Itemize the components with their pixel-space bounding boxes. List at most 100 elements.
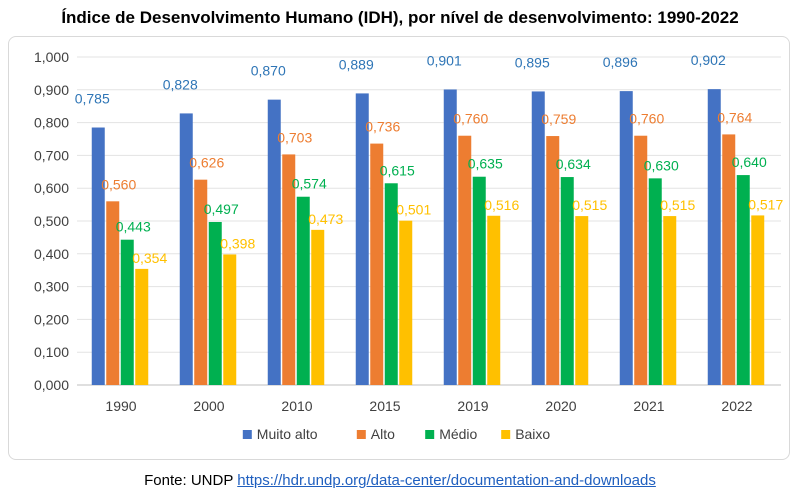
x-tick-label: 2015 [369, 398, 400, 414]
bar [707, 89, 721, 386]
data-label: 0,828 [163, 76, 198, 92]
data-label: 0,443 [116, 219, 151, 235]
data-label: 0,630 [644, 157, 679, 173]
data-label: 0,895 [515, 54, 550, 70]
data-label: 0,615 [380, 162, 415, 178]
y-tick-label: 0,900 [34, 82, 69, 98]
data-labels: 0,785 0,560 0,443 0,354 0,828 0,626 0,497 0,398… [75, 52, 784, 266]
chart-area: 0,000 0,100 0,200 0,300 0,400 0,500 0,600 0,700… [8, 36, 790, 460]
y-tick-label: 0,100 [34, 344, 69, 360]
legend-swatch [356, 430, 366, 439]
legend: Muito alto Alto Médio Baixo [242, 426, 550, 442]
data-label: 0,626 [189, 155, 224, 171]
bar [487, 215, 501, 385]
legend-swatch [425, 430, 435, 439]
data-label: 0,473 [308, 211, 343, 227]
y-tick-label: 1,000 [34, 49, 69, 65]
data-label: 0,560 [101, 176, 136, 192]
chart-title: Índice de Desenvolvimento Humano (IDH), … [61, 8, 739, 27]
bar [120, 239, 134, 385]
bar [355, 93, 369, 385]
data-label: 0,515 [572, 197, 607, 213]
y-tick-label: 0,300 [34, 279, 69, 295]
bar [135, 268, 149, 385]
data-label: 0,703 [277, 129, 312, 145]
data-label: 0,901 [427, 52, 462, 68]
bar [179, 113, 193, 385]
x-tick-label: 2019 [457, 398, 488, 414]
bar [663, 216, 677, 385]
bar [106, 201, 120, 385]
y-tick-label: 0,200 [34, 311, 69, 327]
data-label: 0,736 [365, 119, 400, 135]
data-label: 0,635 [468, 156, 503, 172]
bar [575, 216, 589, 385]
y-axis-ticks: 0,000 0,100 0,200 0,300 0,400 0,500 0,600 0,700… [34, 49, 69, 393]
bar [311, 229, 325, 385]
legend-swatch [242, 430, 252, 439]
y-tick-label: 0,000 [34, 377, 69, 393]
y-tick-label: 0,400 [34, 246, 69, 262]
x-tick-label: 2022 [721, 398, 752, 414]
bar [223, 254, 237, 385]
y-tick-label: 0,700 [34, 147, 69, 163]
data-label: 0,501 [396, 202, 431, 218]
bar [91, 127, 105, 386]
x-tick-label: 1990 [105, 398, 136, 414]
bar [384, 183, 398, 385]
data-label: 0,515 [660, 197, 695, 213]
bar [267, 99, 281, 385]
data-label: 0,896 [603, 54, 638, 70]
bar [194, 179, 208, 385]
data-label: 0,517 [748, 196, 783, 212]
x-tick-label: 2020 [545, 398, 576, 414]
legend-swatch [501, 430, 511, 439]
bar [736, 175, 750, 385]
data-label: 0,497 [204, 201, 239, 217]
x-tick-label: 2010 [281, 398, 312, 414]
source-link[interactable]: https://hdr.undp.org/data-center/documen… [237, 472, 656, 489]
data-label: 0,764 [717, 109, 752, 125]
data-label: 0,870 [251, 63, 286, 79]
data-label: 0,398 [220, 235, 255, 251]
data-label: 0,354 [132, 250, 167, 266]
y-tick-label: 0,600 [34, 180, 69, 196]
data-label: 0,760 [629, 111, 664, 127]
bar [399, 220, 413, 385]
bar [634, 135, 648, 385]
bar [443, 89, 457, 386]
bar [282, 154, 296, 385]
data-label: 0,640 [732, 154, 767, 170]
bar [296, 196, 310, 385]
bar [648, 178, 662, 385]
x-tick-label: 2021 [633, 398, 664, 414]
bar [531, 91, 545, 385]
bar [370, 143, 384, 385]
data-label: 0,785 [75, 91, 110, 107]
bar [546, 136, 560, 385]
legend-label: Médio [439, 426, 477, 442]
bars [91, 89, 765, 386]
data-label: 0,889 [339, 56, 374, 72]
source-prefix: Fonte: UNDP [144, 472, 234, 489]
x-axis-ticks: 1990 2000 2010 2015 2019 2020 2021 2022 [105, 398, 752, 414]
bar [751, 215, 765, 385]
bar [722, 134, 736, 385]
y-tick-label: 0,800 [34, 115, 69, 131]
bar [619, 91, 633, 385]
data-label: 0,574 [292, 176, 327, 192]
bar [472, 176, 486, 385]
data-label: 0,760 [453, 111, 488, 127]
data-label: 0,759 [541, 111, 576, 127]
data-label: 0,902 [691, 52, 726, 68]
legend-label: Muito alto [257, 426, 318, 442]
bar-chart: 0,000 0,100 0,200 0,300 0,400 0,500 0,600 0,700… [34, 49, 784, 442]
bar [458, 135, 472, 385]
data-label: 0,634 [556, 156, 591, 172]
data-label: 0,516 [484, 197, 519, 213]
bar [560, 177, 574, 385]
y-tick-label: 0,500 [34, 213, 69, 229]
legend-label: Baixo [515, 426, 550, 442]
bar [208, 221, 222, 385]
x-tick-label: 2000 [193, 398, 224, 414]
